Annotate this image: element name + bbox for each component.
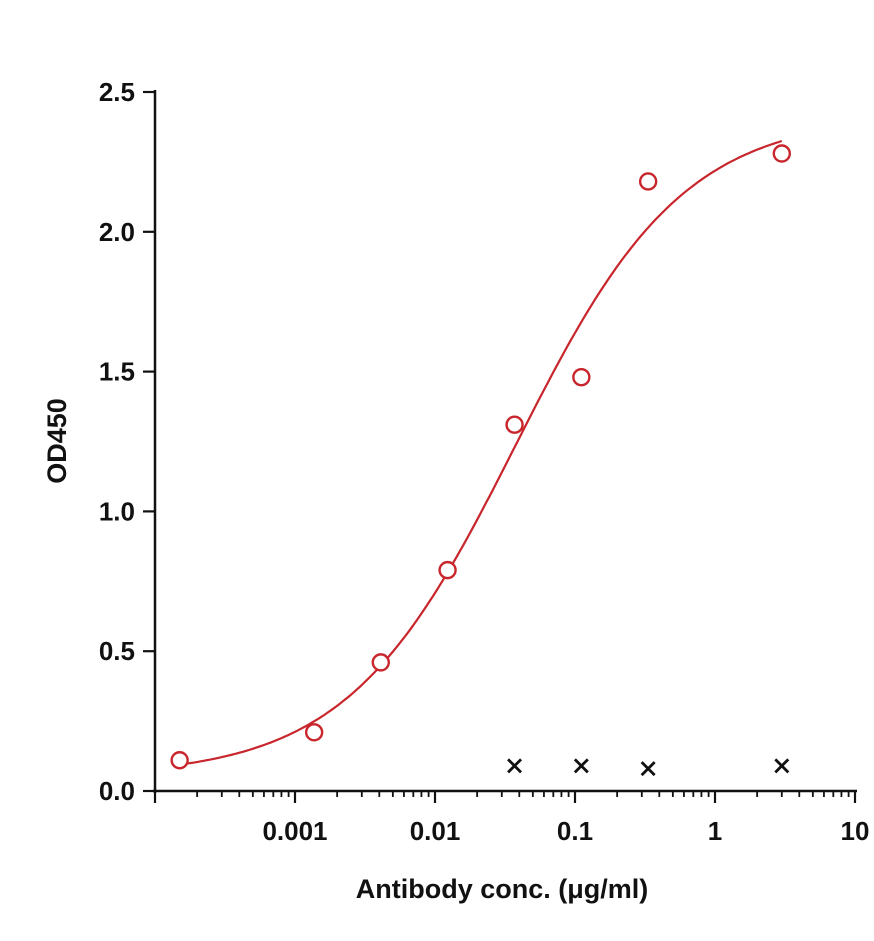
y-tick-label: 0.5 [99, 636, 135, 666]
data-markers [170, 144, 791, 777]
data-point-x [573, 758, 589, 774]
fit-curve-series-1 [179, 139, 783, 766]
data-point-x-stroke [640, 761, 656, 777]
x-minor-ticks [196, 791, 850, 797]
data-point-circle [572, 367, 591, 387]
data-point-circle [304, 723, 324, 742]
y-axis-title: OD450 [42, 398, 72, 484]
fit-curves [179, 139, 783, 766]
y-tick-label: 1.0 [99, 496, 135, 526]
data-point-x-stroke [774, 758, 790, 774]
axes [153, 90, 857, 793]
data-point-x [507, 758, 523, 774]
y-tick-label: 2.0 [99, 217, 135, 247]
data-point-circle [438, 560, 457, 580]
x-tick-label: 0.001 [262, 816, 327, 846]
x-axis-title: Antibody conc. (μg/ml) [356, 874, 649, 904]
data-point-x [774, 758, 790, 774]
major-ticks [143, 90, 857, 803]
tick-labels: 0.001 0.01 0.1 1 10 0.0 0.5 1.0 1.5 2.0 2.5 [99, 77, 870, 846]
data-point-circle [638, 172, 658, 191]
y-tick-label: 1.5 [99, 357, 135, 387]
data-point-circle [505, 415, 524, 434]
data-point-circle [772, 144, 791, 163]
data-point-x-stroke [573, 758, 589, 774]
x-tick-label: 0.01 [410, 816, 461, 846]
x-tick-label: 10 [841, 816, 870, 846]
data-point-x [640, 761, 656, 777]
data-point-x-stroke [507, 758, 523, 774]
x-tick-label: 1 [708, 816, 722, 846]
data-point-circle [170, 751, 189, 770]
y-tick-label: 0.0 [99, 776, 135, 806]
data-point-circle [371, 653, 390, 672]
y-tick-label: 2.5 [99, 77, 135, 107]
x-tick-label: 0.1 [557, 816, 593, 846]
